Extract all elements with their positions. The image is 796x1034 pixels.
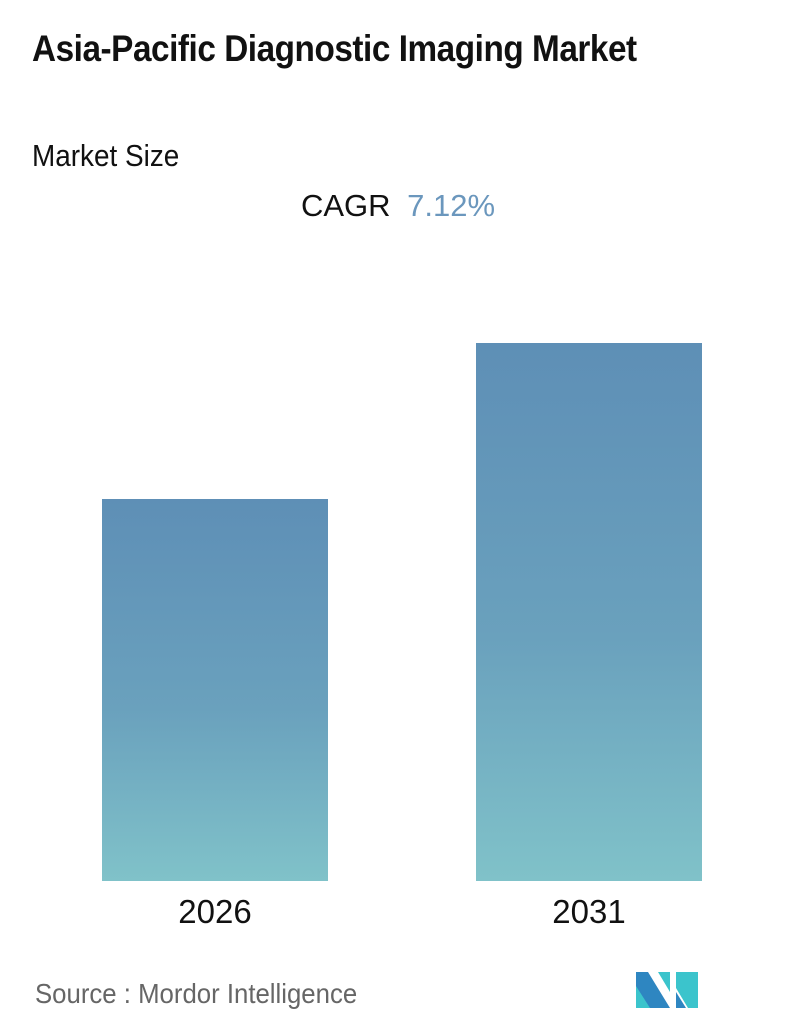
cagr-label: CAGR [300,188,391,223]
x-label-2026: 2026 [178,893,252,930]
chart-title: Asia-Pacific Diagnostic Imaging Market [32,28,637,69]
bar-2026 [102,499,328,881]
cagr-annotation: CAGR 7.12% [0,188,796,224]
cagr-value: 7.12% [407,188,496,223]
bar-2031 [476,343,702,881]
chart-subtitle: Market Size [32,138,180,173]
mordor-intelligence-logo-icon [636,972,698,1008]
source-text: Source : Mordor Intelligence [35,978,358,1009]
x-label-2031: 2031 [552,893,626,930]
